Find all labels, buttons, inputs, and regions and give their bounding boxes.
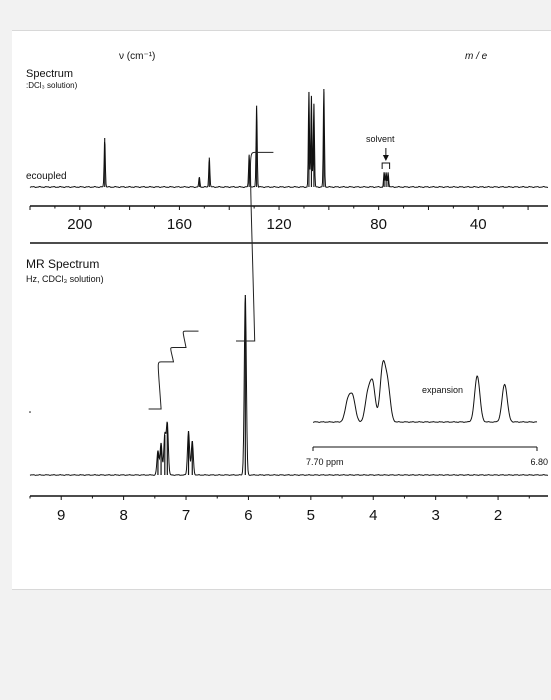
top-tick-label-120: 120 bbox=[267, 216, 292, 233]
top-spectrum-marks bbox=[29, 89, 548, 189]
integral-trace-1 bbox=[236, 151, 274, 342]
integral-trace-0 bbox=[148, 330, 199, 410]
top-header-wavenumber: ν (cm⁻¹) bbox=[119, 51, 155, 62]
top-solvent-note: :DCl₃ solution) bbox=[26, 81, 78, 90]
top-x-axis: 200 160 120 80 40 bbox=[29, 205, 548, 244]
solvent-label: solvent bbox=[366, 134, 395, 144]
bottom-spectrum: MR Spectrum Hz, CDCl₃ solution) 9 8 7 6 5 4 3 2… bbox=[26, 151, 548, 524]
bottom-tick-label-6: 6 bbox=[244, 507, 252, 524]
integral-traces bbox=[29, 151, 274, 413]
bottom-x-axis: 9 8 7 6 5 4 3 2 bbox=[29, 495, 548, 524]
bottom-title: MR Spectrum bbox=[26, 257, 99, 271]
top-decoupled-label: ecoupled bbox=[26, 171, 67, 182]
bottom-condition-note: Hz, CDCl₃ solution) bbox=[26, 274, 104, 284]
expansion-inset: 7.70 ppm 6.80 expansion bbox=[306, 359, 548, 467]
inset-expansion-label: expansion bbox=[422, 385, 463, 395]
bottom-tick-label-4: 4 bbox=[369, 507, 377, 524]
top-tick-label-80: 80 bbox=[370, 216, 387, 233]
bottom-tick-label-9: 9 bbox=[57, 507, 65, 524]
top-spectrum-trace bbox=[29, 91, 548, 189]
solvent-bracket bbox=[381, 162, 391, 169]
top-title: Spectrum bbox=[26, 68, 73, 80]
bottom-tick-label-8: 8 bbox=[119, 507, 127, 524]
bottom-spectrum-trace bbox=[29, 297, 548, 476]
top-header-mass: m / e bbox=[465, 51, 488, 62]
bottom-tick-label-7: 7 bbox=[182, 507, 190, 524]
bottom-spectrum-marks bbox=[29, 295, 548, 476]
inset-tick-label-right: 6.80 bbox=[530, 457, 548, 467]
top-tick-label-40: 40 bbox=[470, 216, 487, 233]
inset-tick-label-left: 7.70 ppm bbox=[306, 457, 344, 467]
top-tick-label-200: 200 bbox=[67, 216, 92, 233]
inset-trace bbox=[312, 359, 538, 423]
solvent-arrow-head bbox=[382, 155, 389, 161]
bottom-tick-label-3: 3 bbox=[431, 507, 439, 524]
bottom-tick-label-2: 2 bbox=[494, 507, 502, 524]
bottom-tick-label-5: 5 bbox=[307, 507, 315, 524]
edge-mark bbox=[29, 411, 31, 413]
top-spectrum: ν (cm⁻¹) m / e Spectrum :DCl₃ solution) … bbox=[26, 51, 548, 244]
top-tick-label-160: 160 bbox=[167, 216, 192, 233]
